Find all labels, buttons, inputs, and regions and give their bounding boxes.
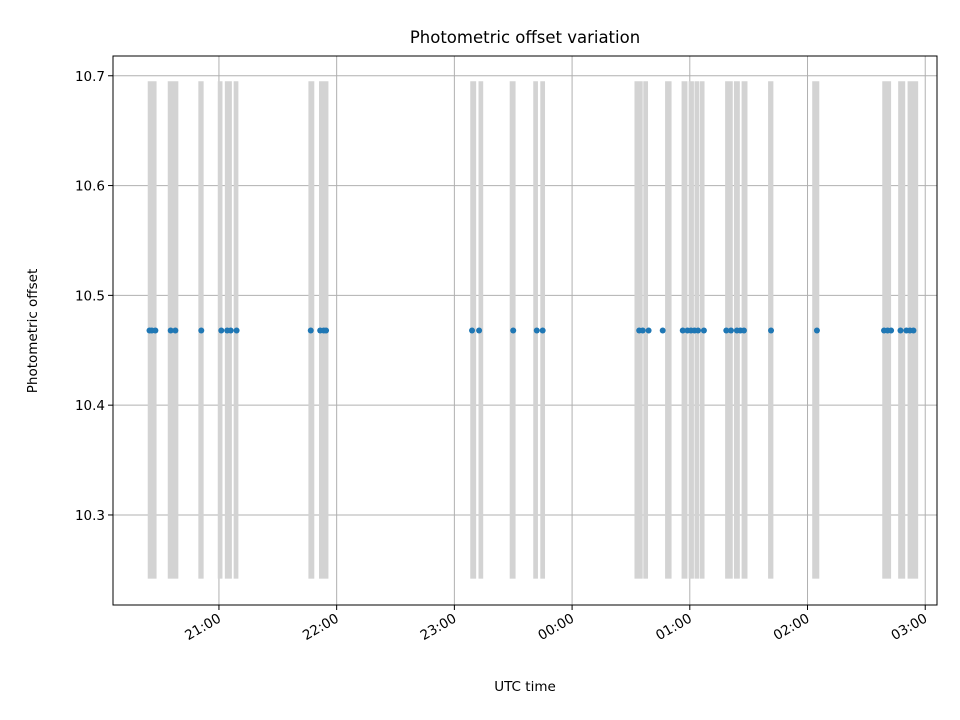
data-point xyxy=(167,327,174,334)
observation-band xyxy=(665,81,672,579)
x-axis-label: UTC time xyxy=(494,679,556,695)
data-point xyxy=(307,327,314,334)
data-point xyxy=(469,327,476,334)
y-tick-label: 10.3 xyxy=(75,508,105,524)
data-point xyxy=(728,327,734,334)
data-point xyxy=(172,327,179,334)
data-point xyxy=(888,327,895,334)
data-point xyxy=(533,327,540,334)
data-point xyxy=(910,327,917,334)
data-point xyxy=(740,327,747,334)
data-point xyxy=(639,327,646,334)
data-point xyxy=(510,327,517,334)
plot-area-frame xyxy=(112,55,938,606)
y-axis-label: Photometric offset xyxy=(25,269,41,393)
data-point xyxy=(198,327,205,334)
y-tick-label: 10.6 xyxy=(75,179,105,195)
data-point xyxy=(218,327,225,334)
data-point xyxy=(768,327,775,334)
data-point xyxy=(695,327,702,334)
data-point xyxy=(323,327,330,334)
data-point xyxy=(152,327,159,334)
chart-title: Photometric offset variation xyxy=(410,28,640,47)
y-tick-label: 10.5 xyxy=(75,288,105,304)
data-point xyxy=(233,327,240,334)
data-point xyxy=(645,327,652,334)
data-point xyxy=(723,327,730,334)
y-tick-label: 10.4 xyxy=(75,398,105,414)
grid-lines xyxy=(113,56,937,605)
data-point xyxy=(539,327,546,334)
data-point xyxy=(679,327,686,334)
data-point xyxy=(227,327,234,334)
data-point xyxy=(897,327,904,334)
data-point xyxy=(659,327,666,334)
data-point xyxy=(813,327,820,334)
y-tick-label: 10.7 xyxy=(75,69,105,85)
data-point xyxy=(476,327,483,334)
data-point xyxy=(700,327,707,334)
data-points xyxy=(146,327,917,334)
